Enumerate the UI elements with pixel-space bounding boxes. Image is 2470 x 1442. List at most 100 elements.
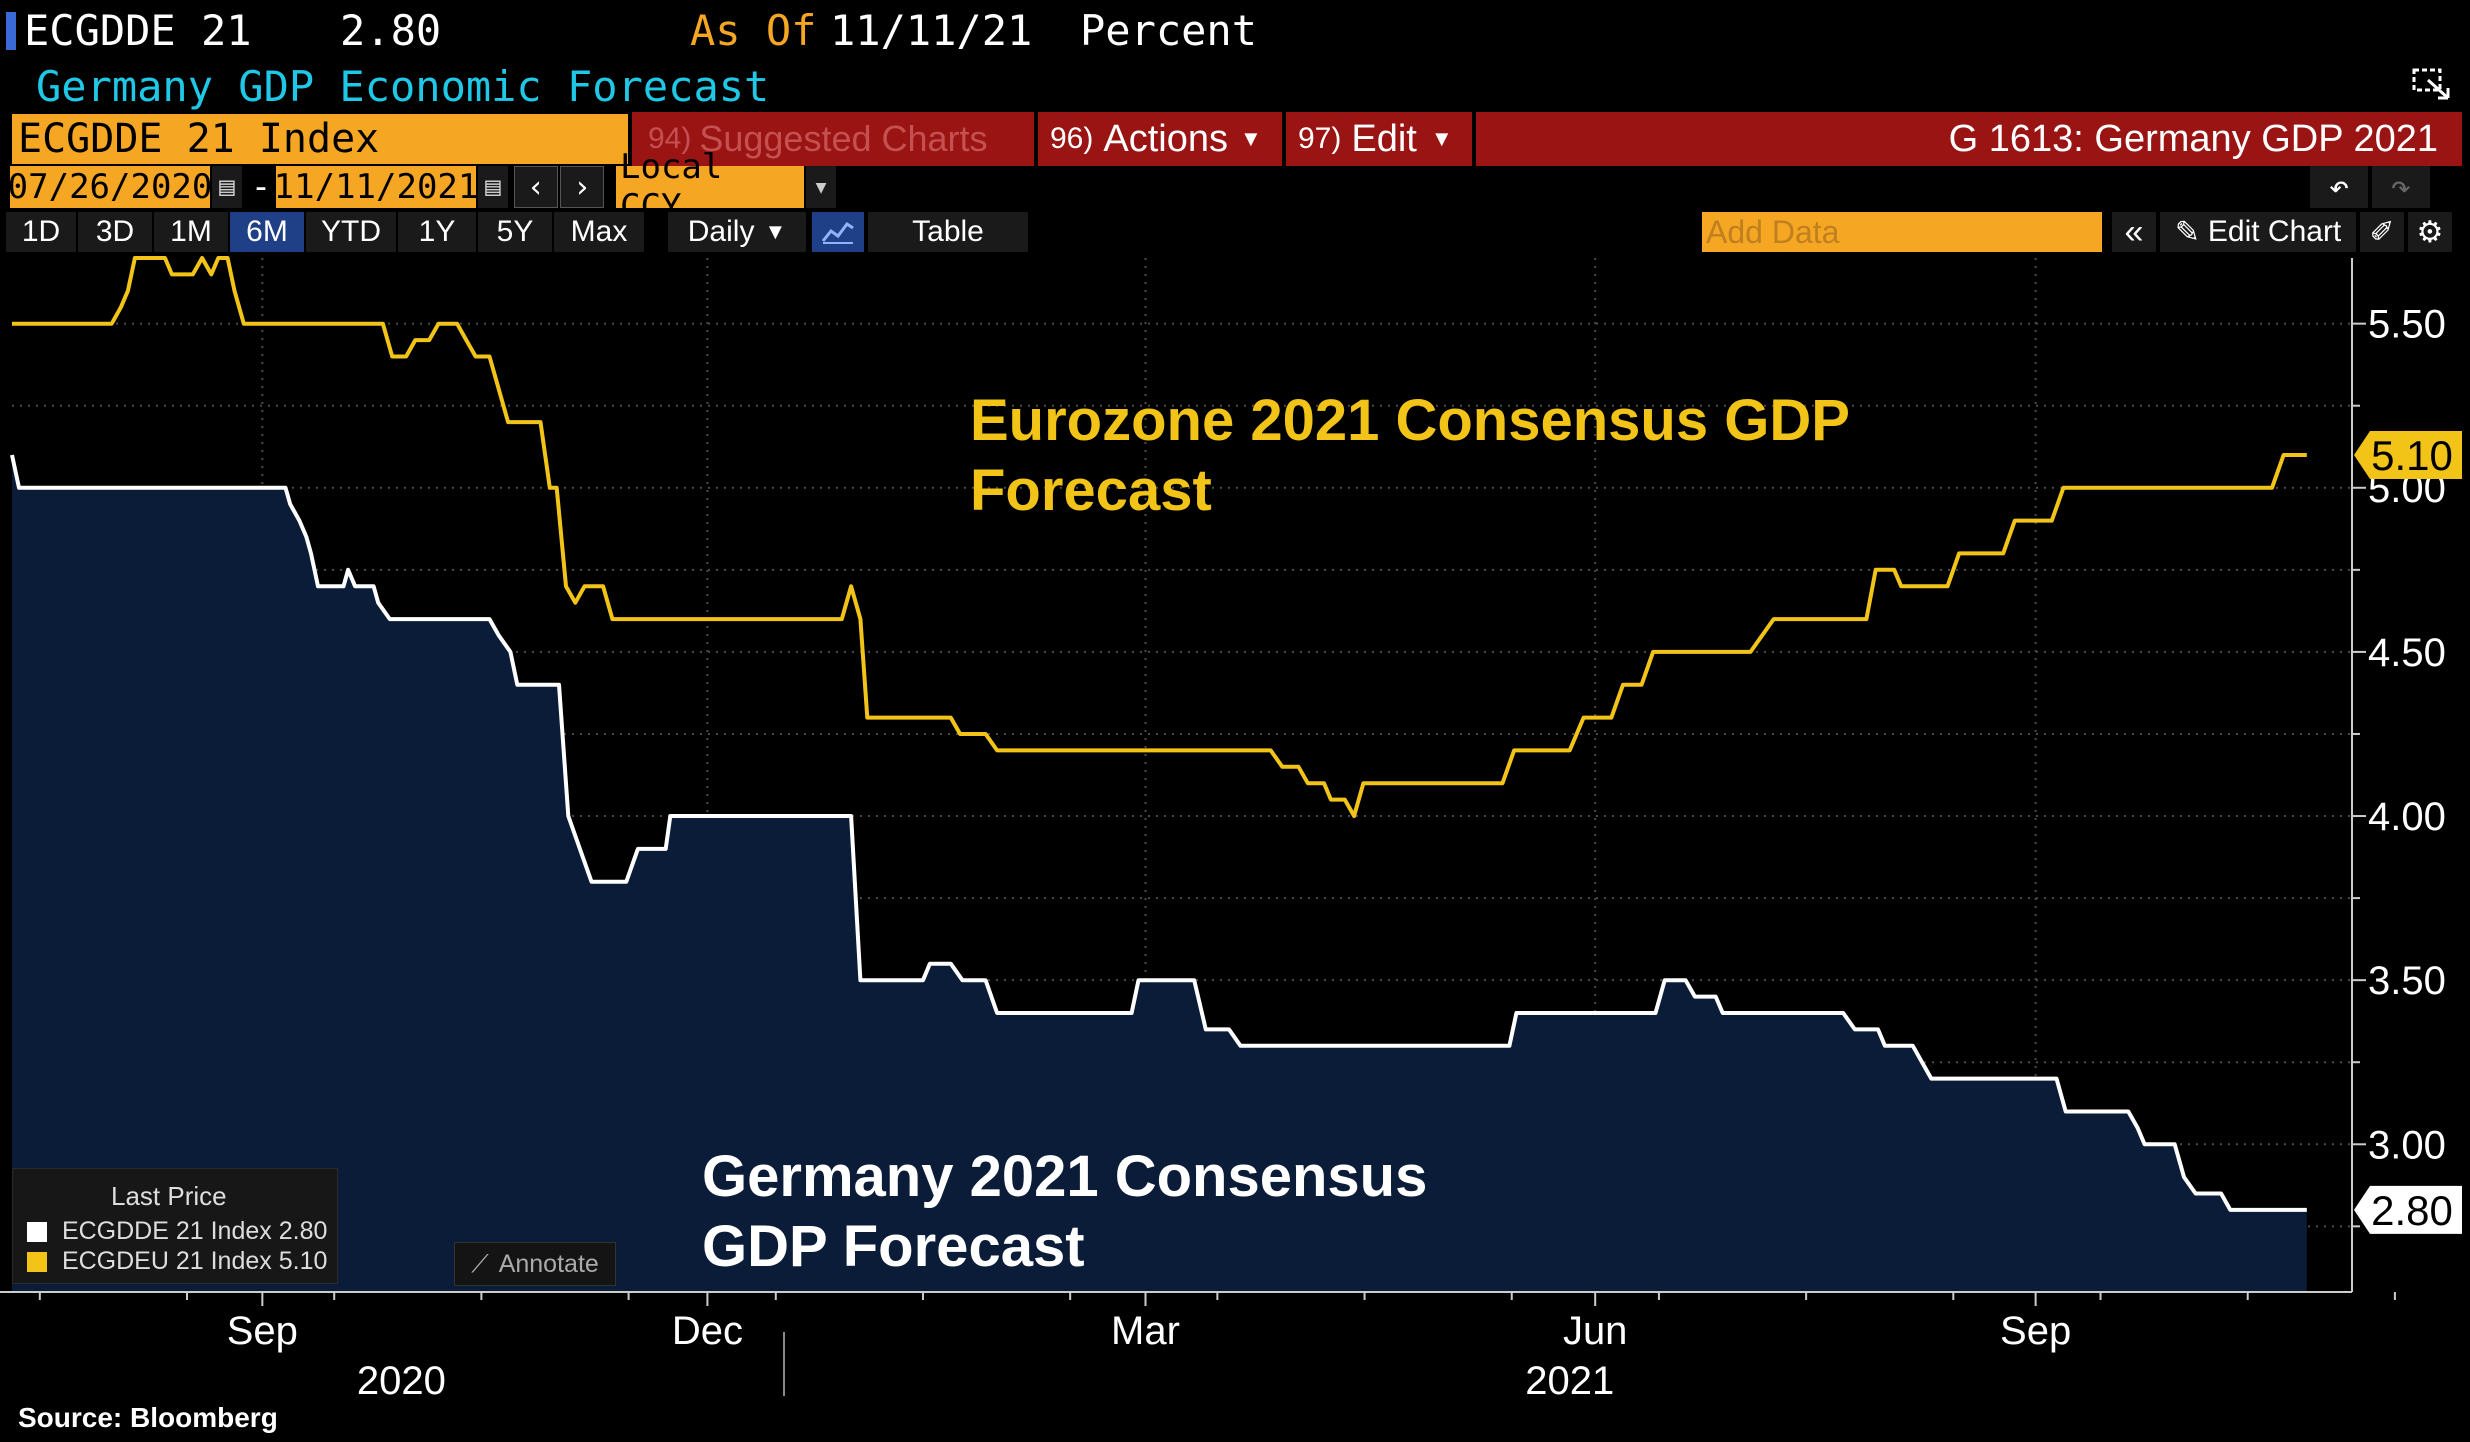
- range-row: 1D 3D 1M 6M YTD 1Y 5Y Max Daily ▼ Table Add Dat…: [0, 208, 2470, 256]
- edit-caret-icon: ▼: [1430, 126, 1453, 151]
- collapse-icon[interactable]: «: [2112, 212, 2156, 252]
- popout-icon[interactable]: [2410, 66, 2456, 106]
- start-calendar-icon[interactable]: ▤: [212, 166, 242, 208]
- range-tabs: 1D 3D 1M 6M YTD 1Y 5Y Max Daily ▼ Table Add Dat…: [6, 212, 2466, 252]
- date-row: 07/26/2020 ▤ - 11/11/2021 ▤ ‹ › Local CC…: [0, 147, 2470, 227]
- last-value-eurozone-bg: [2354, 430, 2462, 479]
- last-value-germany-bg: [2354, 1185, 2462, 1234]
- settings-gear-icon[interactable]: ⚙: [2408, 212, 2452, 252]
- legend: Last Price ECGDDE 21 Index 2.80 ECGDEU 2…: [12, 1168, 338, 1284]
- range-tab-6m[interactable]: 6M: [230, 212, 304, 252]
- pencil-icon: ✎: [2174, 215, 2200, 249]
- edit-chart-label: Edit Chart: [2207, 215, 2342, 248]
- series-line-0: [10, 454, 2307, 1212]
- date-dash-text: -: [250, 167, 272, 207]
- edit-button[interactable]: 97) Edit ▼: [1286, 112, 1472, 166]
- table-button[interactable]: Table: [868, 212, 1028, 252]
- series-area-0: [12, 455, 2307, 1292]
- suggested-label: Suggested Charts: [699, 118, 988, 159]
- draw-icon[interactable]: ✐: [2360, 212, 2404, 252]
- undo-icon[interactable]: ↶: [2310, 166, 2368, 208]
- range-tab-5y[interactable]: 5Y: [478, 212, 552, 252]
- actions-caret-icon: ▼: [1239, 126, 1262, 151]
- chart-name-bar: G 1613: Germany GDP 2021: [1476, 112, 2462, 166]
- frequency-select[interactable]: Daily ▼: [668, 212, 806, 252]
- frequency-caret-icon: ▼: [764, 219, 787, 244]
- legend-label-eurozone: ECGDEU 21 Index 5.10: [61, 1247, 328, 1275]
- actions-num: 96): [1050, 122, 1094, 155]
- ticker[interactable]: ECGDDE 21: [24, 6, 252, 55]
- x-tick-label: Dec: [672, 1309, 743, 1353]
- edit-chart-button[interactable]: ✎ Edit Chart: [2160, 212, 2356, 252]
- legend-title: Last Price: [111, 1181, 227, 1211]
- legend-item-eurozone[interactable]: ECGDEU 21 Index 5.10: [27, 1247, 327, 1276]
- x-tick-label: Sep: [227, 1309, 298, 1353]
- currency-select[interactable]: Local CCY: [616, 147, 804, 227]
- range-tab-3d[interactable]: 3D: [78, 212, 152, 252]
- add-data-placeholder: Add Data: [1706, 213, 1840, 250]
- ticker-marker: [6, 12, 16, 50]
- last-value-germany: 2.80: [2371, 1187, 2453, 1234]
- x-tick-label: Mar: [1111, 1309, 1180, 1353]
- legend-swatch-germany: [27, 1222, 47, 1243]
- frequency-value: Daily: [687, 215, 755, 248]
- chart-lines: [10, 256, 2307, 1212]
- legend-item-germany[interactable]: ECGDDE 21 Index 2.80: [27, 1217, 327, 1246]
- date-dash: -: [248, 166, 274, 208]
- as-of-date: 11/11/21: [830, 6, 1033, 55]
- germany-annotation-line-1: GDP Forecast: [702, 1214, 1085, 1279]
- range-tab-1d[interactable]: 1D: [6, 212, 76, 252]
- start-date: 07/26/2020: [7, 167, 213, 207]
- table-label: Table: [912, 215, 984, 248]
- range-tab-1y[interactable]: 1Y: [398, 212, 476, 252]
- range-tab-container: 1D 3D 1M 6M YTD 1Y 5Y Max: [6, 212, 646, 252]
- annotate-button[interactable]: ⟋ Annotate: [454, 1242, 616, 1286]
- legend-label-germany: ECGDDE 21 Index 2.80: [61, 1217, 328, 1245]
- x-year-label: 2020: [357, 1359, 446, 1403]
- suggested-num: 94): [648, 122, 692, 155]
- edit-num: 97): [1298, 122, 1342, 155]
- x-year-label: 2021: [1525, 1359, 1614, 1403]
- add-data-input[interactable]: Add Data: [1702, 212, 2102, 252]
- currency-caret-icon[interactable]: ▼: [806, 166, 836, 208]
- edit-label: Edit: [1351, 117, 1417, 160]
- annotate-label: Annotate: [498, 1249, 599, 1278]
- actions-button[interactable]: 96) Actions ▼: [1038, 112, 1282, 166]
- annotate-icon: ⟋: [471, 1249, 489, 1278]
- suggested-charts-button[interactable]: 94) Suggested Charts: [632, 112, 1034, 166]
- redo-icon[interactable]: ↷: [2372, 166, 2430, 208]
- line-chart-toggle-icon[interactable]: [812, 212, 864, 252]
- source-note: Source: Bloomberg: [18, 1402, 278, 1433]
- eurozone-annotation-line-1: Forecast: [970, 458, 1212, 523]
- x-tick-label: Sep: [2000, 1309, 2071, 1353]
- actions-label: Actions: [1103, 117, 1228, 160]
- legend-swatch-eurozone: [27, 1252, 47, 1273]
- y-tick-label: 5.50: [2368, 303, 2446, 347]
- end-date-field[interactable]: 11/11/2021: [273, 166, 479, 208]
- chart-axis: [0, 258, 2396, 1396]
- end-date: 11/11/2021: [273, 167, 479, 207]
- range-tab-1m[interactable]: 1M: [154, 212, 228, 252]
- next-period-icon[interactable]: ›: [560, 166, 604, 208]
- last-value: 2.80: [340, 6, 442, 55]
- y-tick-label: 3.50: [2368, 959, 2446, 1003]
- series-line-1: [12, 256, 2307, 818]
- page-subtitle: Germany GDP Economic Forecast: [36, 62, 770, 111]
- toolbar-row: ECGDDE 21 Index 94) Suggested Charts 96)…: [0, 112, 2470, 166]
- end-calendar-icon[interactable]: ▤: [478, 166, 508, 208]
- y-tick-label: 4.50: [2368, 631, 2446, 675]
- security-field[interactable]: ECGDDE 21 Index: [10, 112, 630, 166]
- chart-fills: [12, 455, 2307, 1292]
- as-of-label: As Of: [690, 6, 817, 55]
- currency-value: Local CCY: [620, 147, 723, 227]
- header-bar: ECGDDE 21 2.80 As Of 11/11/21 Percent: [0, 0, 2470, 62]
- start-date-field[interactable]: 07/26/2020: [7, 166, 213, 208]
- eurozone-annotation-line-0: Eurozone 2021 Consensus GDP: [970, 388, 1850, 453]
- y-tick-label: 4.00: [2368, 795, 2446, 839]
- prev-period-icon[interactable]: ‹: [514, 166, 558, 208]
- range-tab-max[interactable]: Max: [554, 212, 644, 252]
- range-tab-ytd[interactable]: YTD: [306, 212, 396, 252]
- chart-name: G 1613: Germany GDP 2021: [1948, 117, 2438, 160]
